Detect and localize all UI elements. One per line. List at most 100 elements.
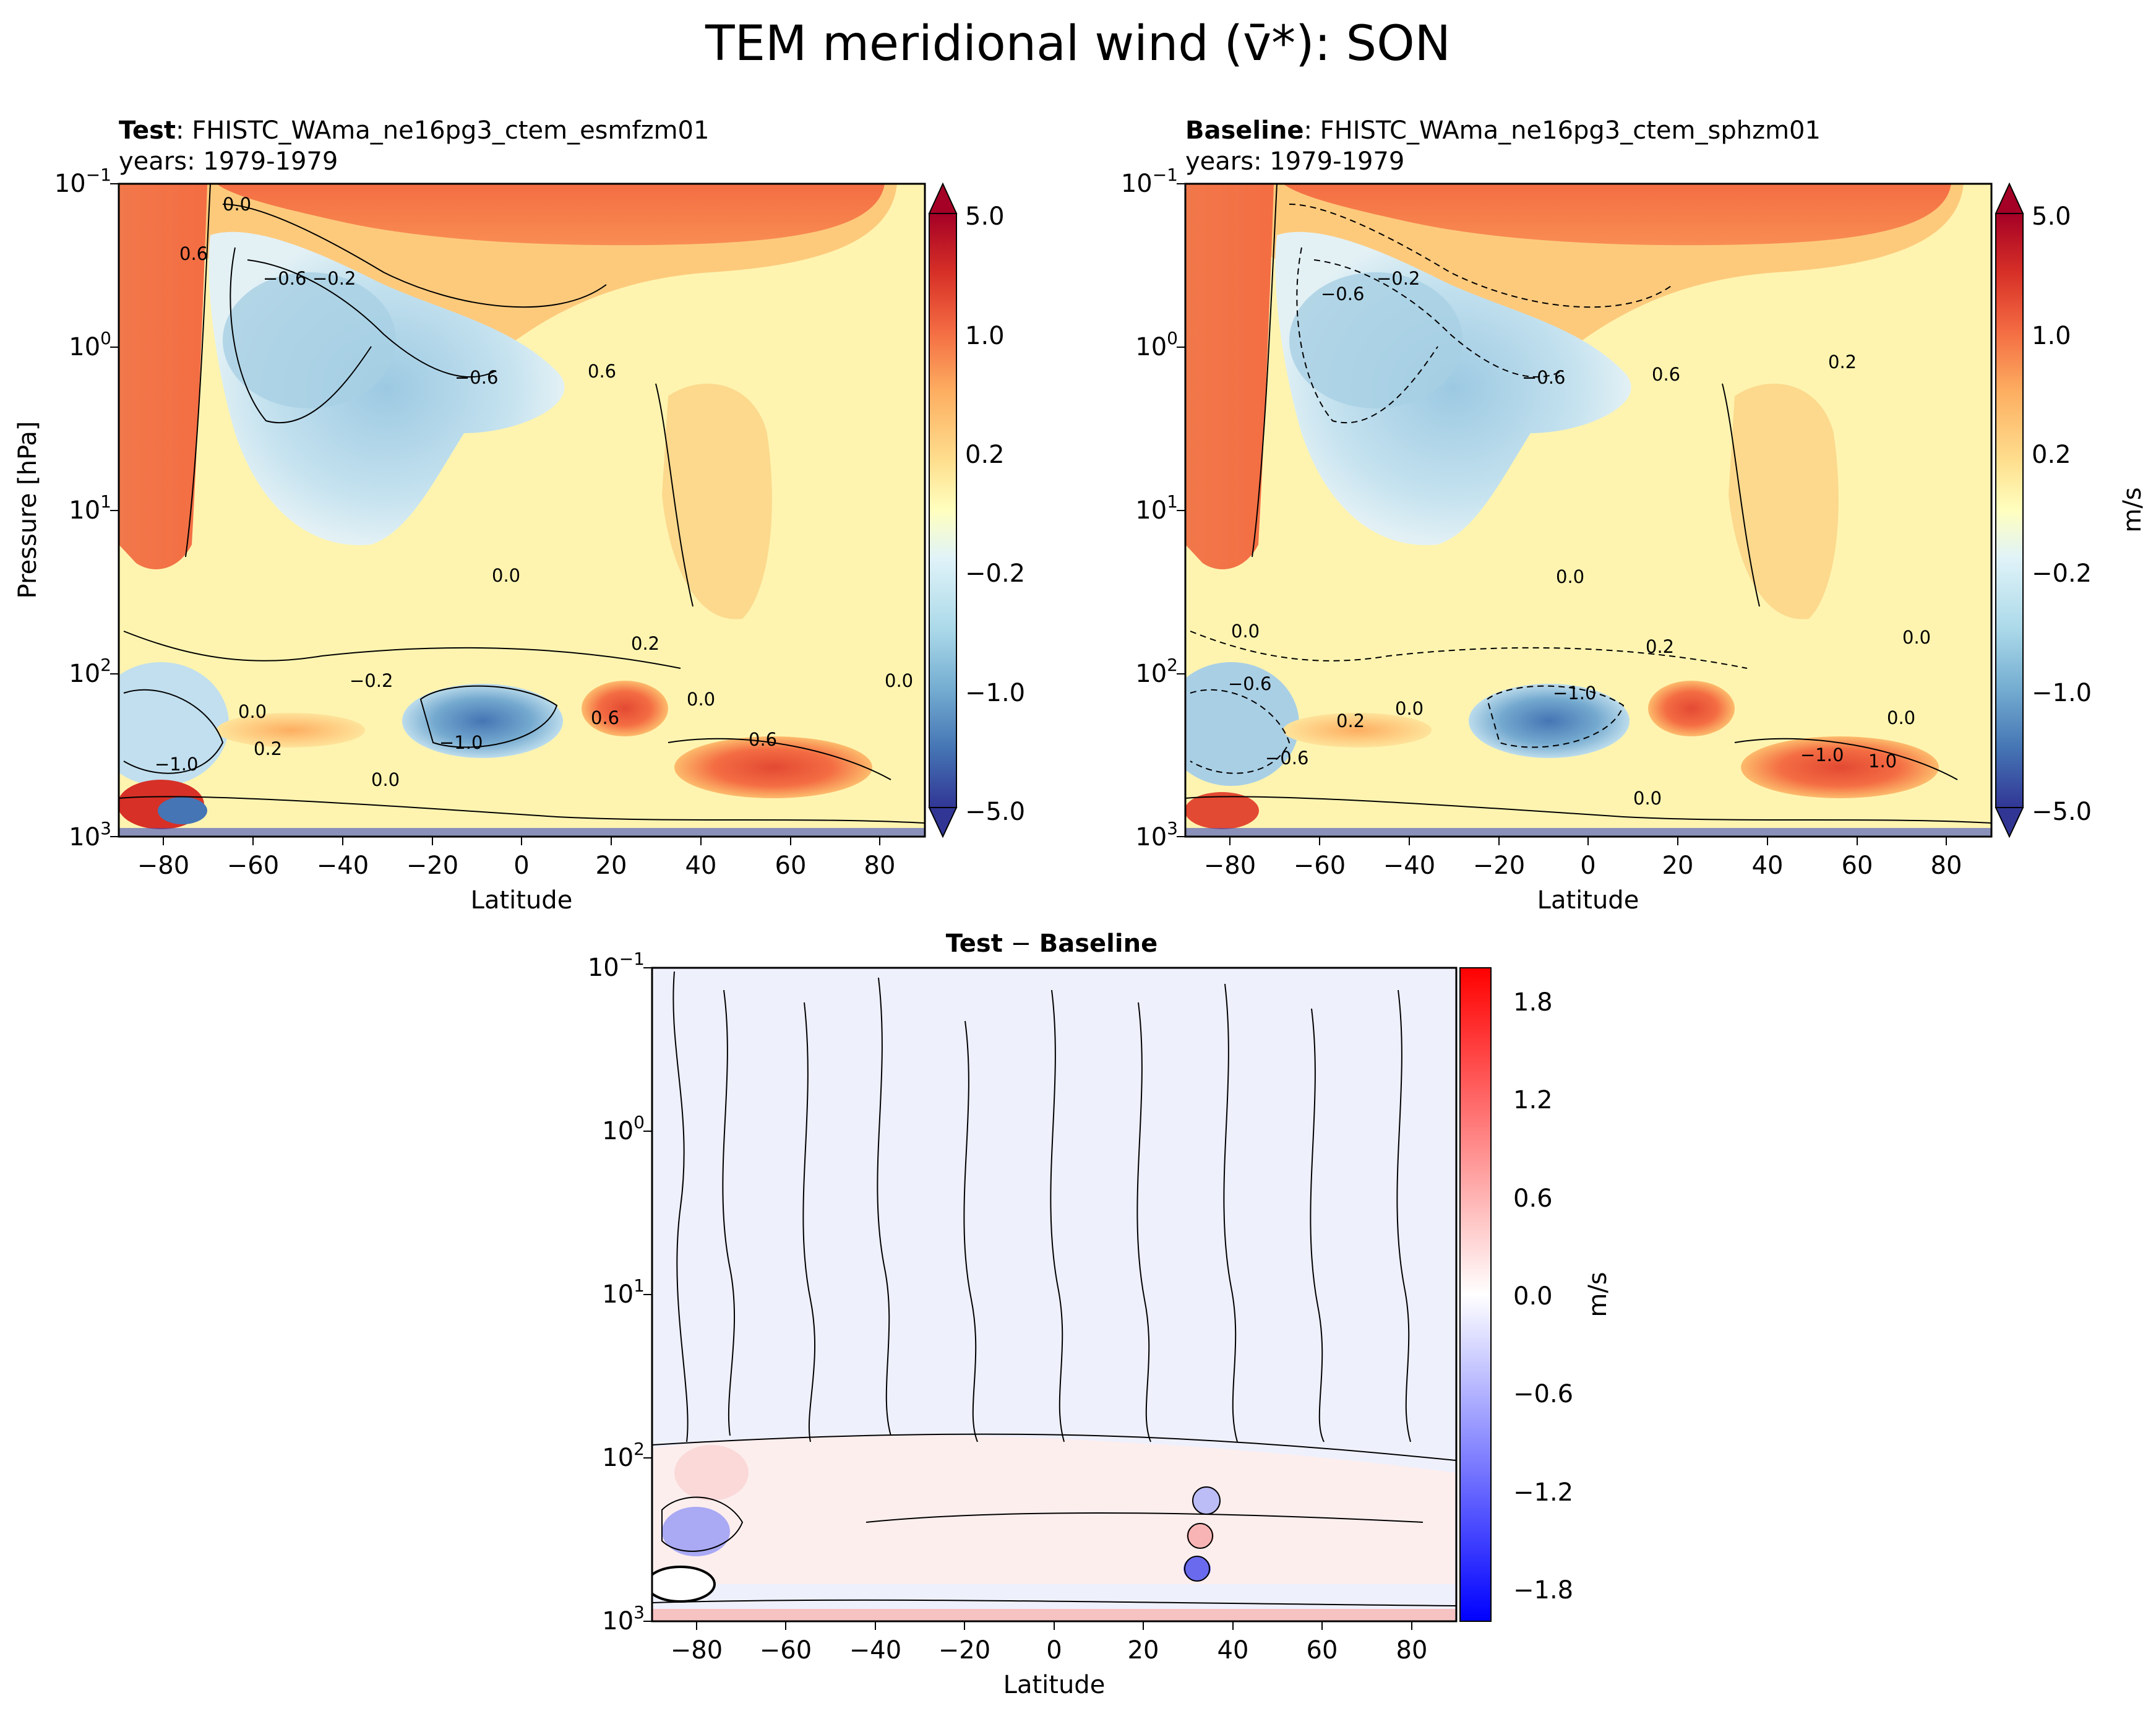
test-ytick-base: 10 xyxy=(54,170,86,198)
diff-blue-spot xyxy=(1193,1487,1220,1514)
test-contour-labels: 0.0 0.6 −0.6 −0.2 −0.6 0.6 0.0 0.2 −0.2 … xyxy=(155,194,913,790)
baseline-xtick-label: 20 xyxy=(1662,851,1694,880)
baseline-cb-tick: 0.2 xyxy=(2032,441,2071,469)
diff-cb-tick: −1.8 xyxy=(1513,1576,1573,1605)
test-colorbar xyxy=(928,182,958,838)
baseline-xtick-label: 80 xyxy=(1931,851,1962,880)
baseline-ytick-label: 101 xyxy=(1135,491,1178,525)
test-contour-label: −0.6 xyxy=(263,268,306,289)
diff-colorbar-label: m/s xyxy=(1584,1272,1612,1317)
baseline-x-ticks: −80 −60 −40 −20 0 20 40 60 80 xyxy=(1204,851,1962,880)
test-colorbar-ticks: 5.0 1.0 0.2 −0.2 −1.0 −5.0 xyxy=(965,202,1025,826)
baseline-surface-strip xyxy=(1185,828,1991,837)
baseline-sh-blue-low xyxy=(1185,662,1299,786)
baseline-ytick-base: 10 xyxy=(1135,496,1167,525)
baseline-x-axis-label: Latitude xyxy=(1537,886,1639,915)
test-contour-label: −1.0 xyxy=(155,754,198,775)
test-ytick-exp: 1 xyxy=(100,491,111,512)
baseline-contour-label: 0.6 xyxy=(1652,364,1680,385)
baseline-case-name: FHISTC_WAma_ne16pg3_ctem_sphzm01 xyxy=(1320,116,1821,145)
diff-ytick-label: 101 xyxy=(602,1275,645,1309)
diff-surface-blob xyxy=(652,1566,716,1603)
test-contour-label: 0.6 xyxy=(591,707,619,728)
baseline-ytick-label: 102 xyxy=(1135,655,1178,688)
test-contour-label: 0.6 xyxy=(588,361,616,382)
baseline-colorbar-label: m/s xyxy=(2118,487,2147,532)
diff-ytick-label: 102 xyxy=(602,1439,645,1472)
diff-cb-tick: 0.6 xyxy=(1513,1184,1553,1213)
baseline-xtick-label: −40 xyxy=(1383,851,1435,880)
baseline-ytick-exp: 3 xyxy=(1167,818,1178,838)
diff-x-ticks: −80 −60 −40 −20 0 20 40 60 80 xyxy=(671,1636,1428,1665)
diff-xtick-label: −80 xyxy=(671,1636,723,1665)
test-ytick-base: 10 xyxy=(69,496,100,525)
baseline-top-band xyxy=(1283,184,1951,246)
baseline-ytick-base: 10 xyxy=(1135,333,1167,361)
baseline-y-ticks: 10−1 100 101 102 103 xyxy=(1121,165,1178,851)
diff-ytick-exp: 0 xyxy=(633,1112,645,1132)
diff-sh-pink xyxy=(674,1445,749,1501)
baseline-nh-orange-1 xyxy=(1648,681,1735,736)
diff-cb-tick: 1.8 xyxy=(1513,988,1553,1017)
test-plot-area xyxy=(119,184,925,837)
test-ytick-label: 10−1 xyxy=(54,165,111,198)
difference-plot-area xyxy=(652,968,1456,1621)
diff-lower-pink xyxy=(652,1435,1456,1584)
diff-ytick-base: 10 xyxy=(602,1117,633,1145)
baseline-xtick-label: −60 xyxy=(1294,851,1346,880)
test-contour-label: 0.2 xyxy=(631,633,659,654)
test-orange-tongue xyxy=(662,384,772,619)
diff-ytick-base: 10 xyxy=(588,954,619,982)
test-ytick-exp: 0 xyxy=(100,328,111,348)
diff-ytick-base: 10 xyxy=(602,1607,633,1636)
test-x-ticks: −80 −60 −40 −20 0 20 40 60 80 xyxy=(137,851,896,880)
baseline-cb-tick: 1.0 xyxy=(2032,322,2071,350)
diff-pink-spot xyxy=(1187,1524,1214,1548)
diff-ytick-exp: 2 xyxy=(633,1439,645,1459)
baseline-colorbar-ticks: 5.0 1.0 0.2 −0.2 −1.0 −5.0 xyxy=(2032,202,2092,826)
diff-cb-tick: 0.0 xyxy=(1513,1282,1553,1311)
baseline-tick-marks xyxy=(1177,183,1947,845)
baseline-contour-label: 0.2 xyxy=(1646,636,1674,657)
diff-ytick-exp: 1 xyxy=(633,1275,645,1296)
test-xtick-label: 60 xyxy=(775,851,807,880)
diff-colorbar xyxy=(1459,967,1492,1622)
test-xtick-label: 20 xyxy=(596,851,627,880)
baseline-ytick-base: 10 xyxy=(1135,823,1167,851)
baseline-xtick-label: −80 xyxy=(1204,851,1256,880)
diff-cb-tick: −1.2 xyxy=(1513,1478,1573,1507)
test-xtick-label: −60 xyxy=(227,851,279,880)
baseline-contour-label: −1.0 xyxy=(1800,744,1844,765)
diff-ytick-exp: 3 xyxy=(633,1602,645,1623)
test-cb-tick: −0.2 xyxy=(965,559,1025,588)
baseline-contour-label: 0.0 xyxy=(1395,698,1424,719)
test-contours xyxy=(119,184,925,824)
baseline-title-sep: : xyxy=(1303,116,1312,145)
test-ytick-exp: 2 xyxy=(100,655,111,675)
baseline-ytick-base: 10 xyxy=(1135,660,1167,688)
baseline-xtick-label: 40 xyxy=(1752,851,1784,880)
baseline-cb-tick: −0.2 xyxy=(2032,559,2092,588)
diff-cb-tick: 1.2 xyxy=(1513,1086,1553,1114)
diff-xtick-label: 40 xyxy=(1218,1636,1249,1665)
diff-title-right: Baseline xyxy=(1039,929,1158,958)
baseline-colorbar xyxy=(1995,182,2024,838)
baseline-contour-label: 1.0 xyxy=(1868,751,1897,772)
test-case-name: FHISTC_WAma_ne16pg3_ctem_esmfzm01 xyxy=(192,116,710,145)
baseline-years: years: 1979-1979 xyxy=(1185,147,1405,176)
diff-xtick-label: 60 xyxy=(1307,1636,1338,1665)
test-cb-tick: 0.2 xyxy=(965,441,1005,469)
diff-xtick-label: −20 xyxy=(938,1636,990,1665)
test-ytick-base: 10 xyxy=(69,823,100,851)
test-cb-tick: −5.0 xyxy=(965,798,1025,826)
baseline-ytick-exp: −1 xyxy=(1153,165,1178,185)
diff-ytick-base: 10 xyxy=(602,1444,633,1472)
baseline-xtick-label: 0 xyxy=(1580,851,1596,880)
test-contour-label: −0.2 xyxy=(350,670,393,691)
test-contour-label: 0.0 xyxy=(492,565,520,586)
test-ytick-label: 103 xyxy=(69,818,111,851)
test-ytick-base: 10 xyxy=(69,333,100,361)
test-surface-blue xyxy=(158,797,207,824)
test-xtick-label: −40 xyxy=(317,851,369,880)
